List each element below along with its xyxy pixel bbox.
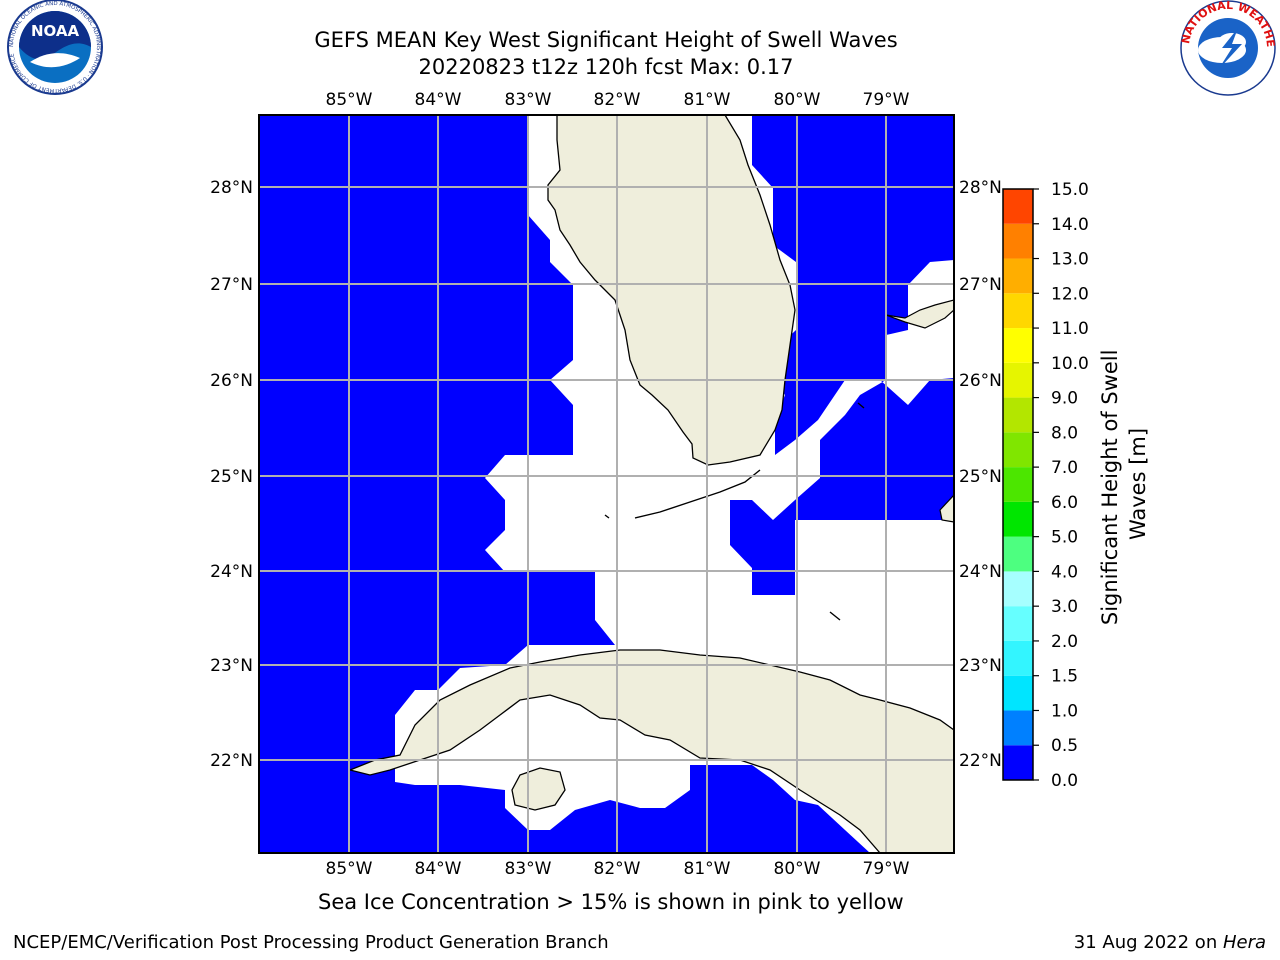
colorbar-ticks: 0.0 0.5 1.0 1.5 2.0 3.0 4.0 5.0 6.0 7.0 8.0 9.0 10.0…	[1033, 180, 1089, 791]
florida-keys	[634, 469, 761, 519]
lon-label: 85°W	[326, 859, 373, 879]
map-frame	[258, 114, 955, 854]
chart-title: GEFS MEAN Key West Significant Height of…	[314, 28, 898, 52]
lat-label: 24°N	[210, 562, 253, 582]
colorbar-label: Significant Height of Swell Waves [m]	[1098, 343, 1150, 625]
colorbar-tick-label: 1.0	[1051, 701, 1078, 721]
lon-label: 81°W	[684, 90, 731, 110]
lat-label: 26°N	[210, 371, 253, 391]
noaa-logo: NOAA NATIONAL OCEANIC AND ATMOSPHERIC AD…	[7, 0, 103, 95]
colorbar-swatch	[1003, 467, 1033, 502]
colorbar-tick-label: 8.0	[1051, 423, 1078, 443]
colorbar-swatch	[1003, 501, 1033, 537]
lon-labels-top: 85°W 84°W 83°W 82°W 81°W 80°W 79°W	[326, 90, 910, 110]
colorbar-tick-label: 5.0	[1051, 528, 1078, 548]
sea-ice-caption: Sea Ice Concentration > 15% is shown in …	[318, 890, 904, 914]
lat-labels-right: 28°N 27°N 26°N 25°N 24°N 23°N 22°N	[959, 178, 1002, 771]
lat-label: 27°N	[210, 275, 253, 295]
andros-land	[939, 494, 954, 523]
bahamas-land	[885, 299, 954, 329]
lat-label: 22°N	[959, 751, 1002, 771]
florida-land	[547, 115, 796, 466]
lon-label: 82°W	[594, 859, 641, 879]
lat-label: 23°N	[210, 656, 253, 676]
graticule	[259, 115, 954, 853]
colorbar-swatch	[1003, 223, 1033, 259]
colorbar-swatch	[1003, 571, 1033, 607]
colorbar-swatch	[1003, 258, 1033, 294]
lon-label: 84°W	[415, 859, 462, 879]
colorbar-tick-label: 0.5	[1051, 736, 1078, 756]
colorbar-tick-label: 3.0	[1051, 597, 1078, 617]
colorbar-tick-label: 11.0	[1051, 319, 1089, 339]
map-area	[259, 115, 954, 853]
colorbar-swatch	[1003, 293, 1033, 329]
lat-label: 25°N	[959, 467, 1002, 487]
lon-label: 79°W	[863, 90, 910, 110]
svg-text:NOAA: NOAA	[31, 22, 80, 40]
colorbar-tick-label: 15.0	[1051, 180, 1089, 200]
lat-label: 25°N	[210, 467, 253, 487]
footer-date-text: 31 Aug 2022 on	[1073, 932, 1223, 953]
colorbar-swatch	[1003, 675, 1033, 711]
colorbar-swatch	[1003, 362, 1033, 398]
colorbar-swatch	[1003, 432, 1033, 468]
footer-host: Hera	[1222, 932, 1266, 953]
lon-label: 81°W	[684, 859, 731, 879]
colorbar-tick-label: 7.0	[1051, 458, 1078, 478]
lon-label: 83°W	[505, 859, 552, 879]
lat-label: 24°N	[959, 562, 1002, 582]
lat-labels-left: 28°N 27°N 26°N 25°N 24°N 23°N 22°N	[210, 178, 253, 771]
footer-date: 31 Aug 2022 on Hera	[1074, 932, 1266, 953]
lon-label: 80°W	[774, 859, 821, 879]
cuba-land	[347, 649, 954, 853]
colorbar-tick-label: 1.5	[1051, 667, 1078, 687]
lat-label: 22°N	[210, 751, 253, 771]
lon-labels-bottom: 85°W 84°W 83°W 82°W 81°W 80°W 79°W	[326, 859, 910, 879]
colorbar-tick-label: 2.0	[1051, 632, 1078, 652]
lon-label: 84°W	[415, 90, 462, 110]
colorbar-tick-label: 4.0	[1051, 562, 1078, 582]
colorbar	[1002, 188, 1034, 781]
colorbar-tick-label: 10.0	[1051, 354, 1089, 374]
chart-subtitle: 20220823 t12z 120h fcst Max: 0.17	[418, 55, 794, 79]
lon-label: 83°W	[505, 90, 552, 110]
colorbar-tick-label: 9.0	[1051, 389, 1078, 409]
colorbar-swatch	[1003, 710, 1033, 746]
footer-branch: NCEP/EMC/Verification Post Processing Pr…	[13, 932, 609, 953]
svg-text:NATIONAL WEATHER SERVICE: NATIONAL WEATHER SERVICE	[0, 0, 1277, 48]
colorbar-swatch	[1003, 536, 1033, 572]
colorbar-swatch	[1003, 640, 1033, 676]
colorbar-swatch	[1003, 189, 1033, 224]
isla-juventud	[511, 767, 566, 811]
colorbar-tick-label: 6.0	[1051, 493, 1078, 513]
colorbar-tick-label: 14.0	[1051, 215, 1089, 235]
colorbar-swatch	[1003, 745, 1033, 780]
nws-logo: NATIONAL WEATHER SERVICE	[0, 0, 1277, 96]
lon-label: 85°W	[326, 90, 373, 110]
colorbar-swatch	[1003, 328, 1033, 363]
colorbar-swatch	[1003, 606, 1033, 641]
lat-label: 28°N	[959, 178, 1002, 198]
lon-label: 79°W	[863, 859, 910, 879]
lon-label: 82°W	[594, 90, 641, 110]
lon-label: 80°W	[774, 90, 821, 110]
lat-label: 26°N	[959, 371, 1002, 391]
colorbar-tick-label: 12.0	[1051, 284, 1089, 304]
lat-label: 23°N	[959, 656, 1002, 676]
colorbar-tick-label: 0.0	[1051, 771, 1078, 791]
lat-label: 28°N	[210, 178, 253, 198]
colorbar-tick-label: 13.0	[1051, 250, 1089, 270]
colorbar-swatch	[1003, 397, 1033, 433]
lat-label: 27°N	[959, 275, 1002, 295]
